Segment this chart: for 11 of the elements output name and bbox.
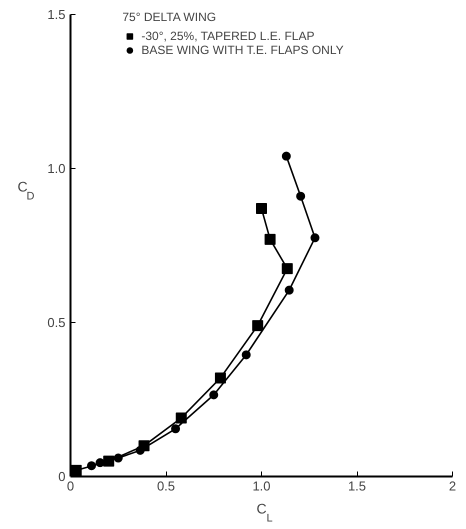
y-tick-label: 1.5 <box>47 7 66 22</box>
x-tick-label: 1.5 <box>348 478 366 494</box>
x-tick-label: 0.5 <box>156 478 176 494</box>
y-tick-label: 0.5 <box>47 315 66 330</box>
legend-label: BASE WING WITH T.E. FLAPS ONLY <box>141 43 344 57</box>
legend-label: -30°, 25%, TAPERED L.E. FLAP <box>141 29 314 43</box>
x-tick-label: 2 <box>448 478 456 494</box>
y-tick-label: 1.0 <box>47 161 66 176</box>
legend-title: 75° DELTA WING <box>122 10 218 24</box>
x-tick-label: 1.0 <box>252 478 271 494</box>
y-tick-label: 0 <box>58 469 66 484</box>
